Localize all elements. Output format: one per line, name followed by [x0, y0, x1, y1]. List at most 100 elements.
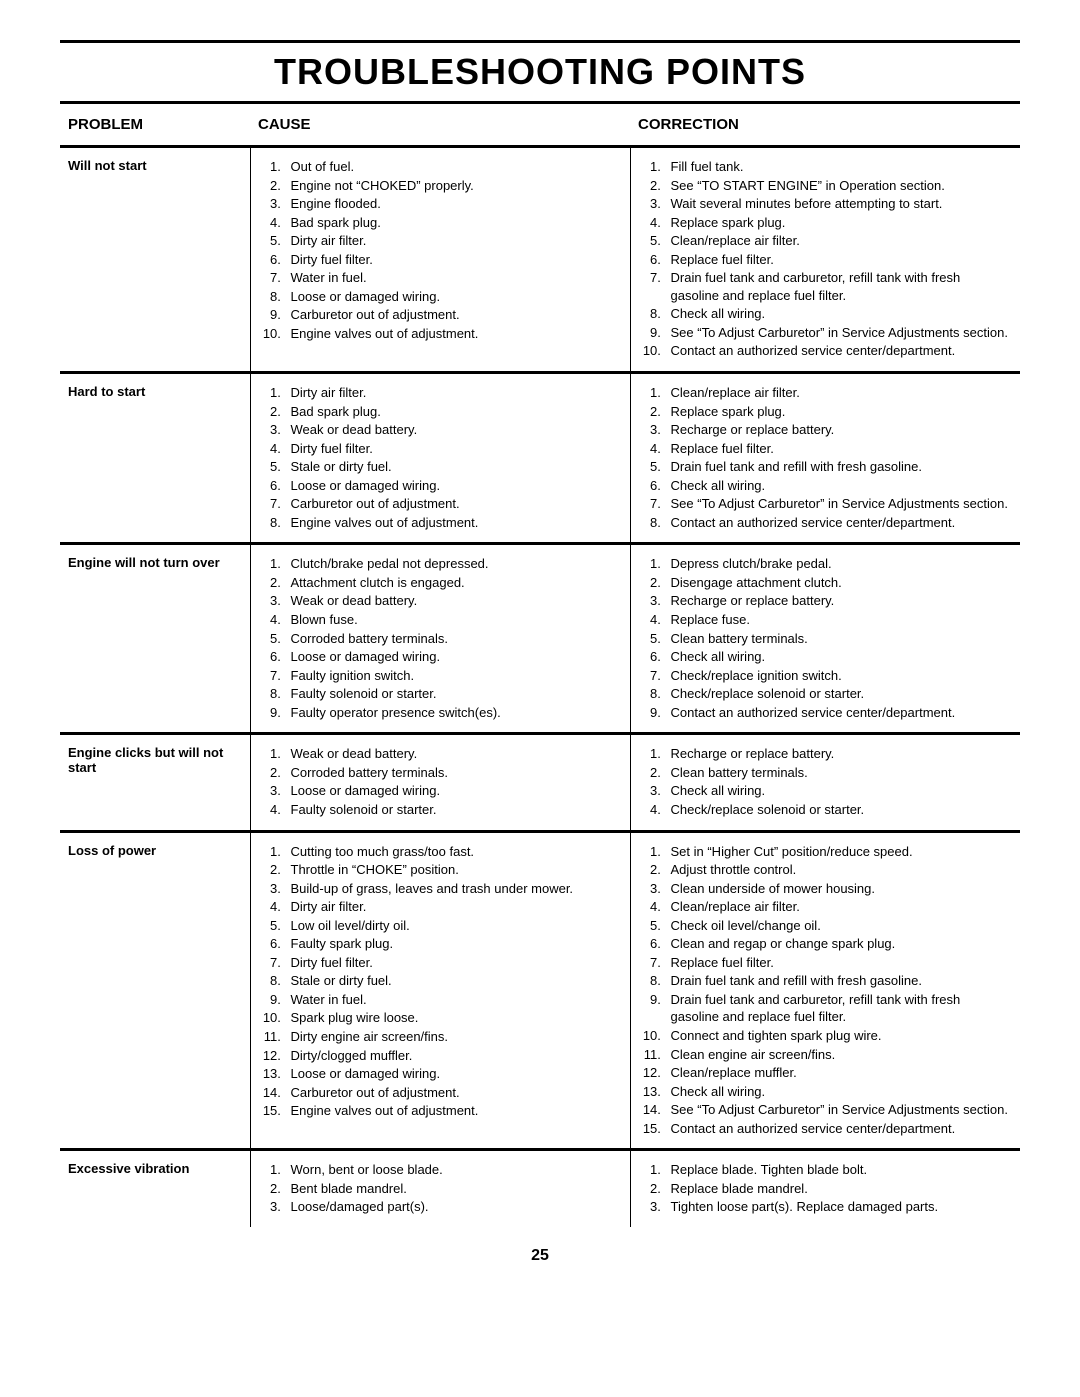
cause-cell: Worn, bent or loose blade.Bent blade man…: [250, 1150, 630, 1227]
correction-item: Recharge or replace battery.: [665, 592, 1013, 610]
table-row: Excessive vibrationWorn, bent or loose b…: [60, 1150, 1020, 1227]
cause-item: Stale or dirty fuel.: [285, 972, 622, 990]
cause-item: Engine flooded.: [285, 195, 622, 213]
cause-cell: Clutch/brake pedal not depressed.Attachm…: [250, 544, 630, 734]
header-problem: PROBLEM: [60, 104, 250, 147]
correction-item: Replace spark plug.: [665, 214, 1013, 232]
correction-item: Replace spark plug.: [665, 403, 1013, 421]
problem-cell: Loss of power: [60, 831, 250, 1150]
cause-item: Weak or dead battery.: [285, 421, 622, 439]
correction-item: Fill fuel tank.: [665, 158, 1013, 176]
correction-item: Replace fuel filter.: [665, 954, 1013, 972]
cause-item: Loose or damaged wiring.: [285, 477, 622, 495]
cause-item: Dirty fuel filter.: [285, 954, 622, 972]
correction-item: See “To Adjust Carburetor” in Service Ad…: [665, 495, 1013, 513]
cause-item: Corroded battery terminals.: [285, 764, 622, 782]
cause-item: Dirty engine air screen/fins.: [285, 1028, 622, 1046]
correction-item: Replace fuse.: [665, 611, 1013, 629]
correction-item: Check all wiring.: [665, 305, 1013, 323]
correction-item: Replace blade mandrel.: [665, 1180, 1013, 1198]
header-correction: CORRECTION: [630, 104, 1020, 147]
correction-item: Clean engine air screen/fins.: [665, 1046, 1013, 1064]
cause-item: Dirty/clogged muffler.: [285, 1047, 622, 1065]
correction-item: Connect and tighten spark plug wire.: [665, 1027, 1013, 1045]
cause-item: Build-up of grass, leaves and trash unde…: [285, 880, 622, 898]
cause-item: Carburetor out of adjustment.: [285, 495, 622, 513]
correction-cell: Fill fuel tank.See “TO START ENGINE” in …: [630, 147, 1020, 373]
table-row: Engine will not turn overClutch/brake pe…: [60, 544, 1020, 734]
correction-cell: Set in “Higher Cut” position/reduce spee…: [630, 831, 1020, 1150]
header-cause: CAUSE: [250, 104, 630, 147]
cause-item: Carburetor out of adjustment.: [285, 1084, 622, 1102]
correction-item: Clean and regap or change spark plug.: [665, 935, 1013, 953]
cause-item: Throttle in “CHOKE” position.: [285, 861, 622, 879]
problem-cell: Engine will not turn over: [60, 544, 250, 734]
cause-cell: Weak or dead battery.Corroded battery te…: [250, 734, 630, 831]
cause-item: Engine valves out of adjustment.: [285, 514, 622, 532]
cause-item: Faulty solenoid or starter.: [285, 801, 622, 819]
correction-item: See “TO START ENGINE” in Operation secti…: [665, 177, 1013, 195]
correction-item: Clean/replace air filter.: [665, 232, 1013, 250]
page-number: 25: [60, 1247, 1020, 1265]
correction-item: Clean battery terminals.: [665, 630, 1013, 648]
correction-item: Drain fuel tank and refill with fresh ga…: [665, 458, 1013, 476]
problem-cell: Will not start: [60, 147, 250, 373]
correction-item: Depress clutch/brake pedal.: [665, 555, 1013, 573]
cause-item: Cutting too much grass/too fast.: [285, 843, 622, 861]
correction-cell: Clean/replace air filter.Replace spark p…: [630, 373, 1020, 544]
cause-item: Loose or damaged wiring.: [285, 782, 622, 800]
correction-item: Check oil level/change oil.: [665, 917, 1013, 935]
cause-item: Out of fuel.: [285, 158, 622, 176]
correction-item: Tighten loose part(s). Replace damaged p…: [665, 1198, 1013, 1216]
problem-cell: Engine clicks but will not start: [60, 734, 250, 831]
cause-item: Bent blade mandrel.: [285, 1180, 622, 1198]
correction-item: Wait several minutes before attempting t…: [665, 195, 1013, 213]
problem-cell: Hard to start: [60, 373, 250, 544]
cause-item: Faulty spark plug.: [285, 935, 622, 953]
cause-cell: Out of fuel.Engine not “CHOKED” properly…: [250, 147, 630, 373]
cause-item: Faulty ignition switch.: [285, 667, 622, 685]
cause-item: Loose or damaged wiring.: [285, 288, 622, 306]
correction-item: Contact an authorized service center/dep…: [665, 704, 1013, 722]
cause-item: Water in fuel.: [285, 269, 622, 287]
cause-item: Dirty air filter.: [285, 384, 622, 402]
correction-item: Check/replace ignition switch.: [665, 667, 1013, 685]
problem-cell: Excessive vibration: [60, 1150, 250, 1227]
correction-item: Set in “Higher Cut” position/reduce spee…: [665, 843, 1013, 861]
cause-item: Stale or dirty fuel.: [285, 458, 622, 476]
correction-item: Recharge or replace battery.: [665, 421, 1013, 439]
table-row: Will not startOut of fuel.Engine not “CH…: [60, 147, 1020, 373]
correction-item: Contact an authorized service center/dep…: [665, 514, 1013, 532]
correction-cell: Depress clutch/brake pedal.Disengage att…: [630, 544, 1020, 734]
correction-item: Clean underside of mower housing.: [665, 880, 1013, 898]
cause-item: Clutch/brake pedal not depressed.: [285, 555, 622, 573]
correction-cell: Recharge or replace battery.Clean batter…: [630, 734, 1020, 831]
table-row: Hard to startDirty air filter.Bad spark …: [60, 373, 1020, 544]
correction-item: Adjust throttle control.: [665, 861, 1013, 879]
page-title: TROUBLESHOOTING POINTS: [60, 40, 1020, 104]
cause-item: Corroded battery terminals.: [285, 630, 622, 648]
correction-item: See “To Adjust Carburetor” in Service Ad…: [665, 1101, 1013, 1119]
correction-item: Replace fuel filter.: [665, 440, 1013, 458]
correction-item: Clean battery terminals.: [665, 764, 1013, 782]
correction-item: Replace fuel filter.: [665, 251, 1013, 269]
correction-item: Check all wiring.: [665, 782, 1013, 800]
cause-item: Loose or damaged wiring.: [285, 1065, 622, 1083]
correction-item: Replace blade. Tighten blade bolt.: [665, 1161, 1013, 1179]
correction-item: Check all wiring.: [665, 1083, 1013, 1101]
correction-item: Clean/replace muffler.: [665, 1064, 1013, 1082]
correction-item: Check all wiring.: [665, 648, 1013, 666]
table-header-row: PROBLEM CAUSE CORRECTION: [60, 104, 1020, 147]
cause-item: Dirty fuel filter.: [285, 440, 622, 458]
correction-item: Check/replace solenoid or starter.: [665, 801, 1013, 819]
correction-item: Clean/replace air filter.: [665, 898, 1013, 916]
cause-item: Engine valves out of adjustment.: [285, 325, 622, 343]
table-row: Engine clicks but will not startWeak or …: [60, 734, 1020, 831]
cause-item: Blown fuse.: [285, 611, 622, 629]
correction-item: Drain fuel tank and carburetor, refill t…: [665, 991, 1013, 1026]
correction-item: Disengage attachment clutch.: [665, 574, 1013, 592]
cause-item: Faulty operator presence switch(es).: [285, 704, 622, 722]
cause-item: Weak or dead battery.: [285, 592, 622, 610]
correction-item: Drain fuel tank and refill with fresh ga…: [665, 972, 1013, 990]
cause-cell: Dirty air filter.Bad spark plug.Weak or …: [250, 373, 630, 544]
